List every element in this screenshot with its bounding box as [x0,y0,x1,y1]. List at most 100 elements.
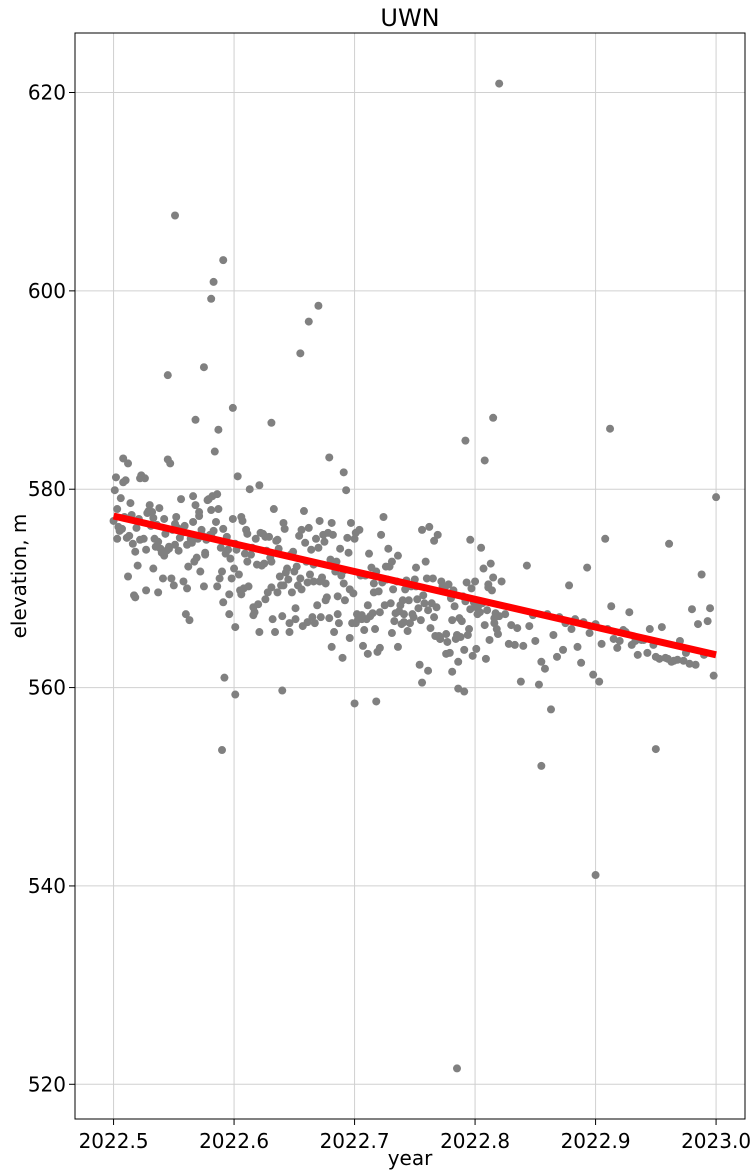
data-point [287,588,296,597]
data-point [216,543,225,552]
data-point [196,567,205,576]
data-point [124,459,133,468]
data-point [126,499,135,508]
data-point [261,595,270,604]
y-tick-label: 540 [28,874,66,898]
data-point [199,582,208,591]
data-point [359,641,368,650]
data-point [133,561,142,570]
data-point [507,621,516,630]
data-point [522,561,531,570]
data-point [148,508,157,517]
data-point [531,636,540,645]
data-point [436,634,445,643]
data-point [326,555,335,564]
data-point [328,530,337,539]
data-point [336,544,345,553]
data-point [303,578,312,587]
data-point [207,506,216,515]
data-point [315,516,324,525]
data-point [363,649,372,658]
data-point [132,523,141,532]
data-point [273,588,282,597]
data-point [706,604,715,613]
x-tick-label: 2022.9 [561,1129,631,1153]
data-point [416,616,425,625]
data-point [679,656,688,665]
data-point [307,545,316,554]
data-point [369,588,378,597]
data-point [365,549,374,558]
data-point [345,633,354,642]
data-point [154,537,163,546]
data-point [419,591,428,600]
data-point [149,564,158,573]
data-point [606,424,615,433]
data-point [389,585,398,594]
data-point [350,699,359,708]
data-point [285,619,294,628]
data-point [615,636,624,645]
data-point [297,585,306,594]
data-point [418,525,427,534]
y-tick-label: 560 [28,676,66,700]
data-point [643,648,652,657]
data-point [546,705,555,714]
data-point [601,534,610,543]
data-point [585,629,594,638]
data-point [191,501,200,510]
data-point [171,211,180,220]
data-point [299,507,308,516]
data-point [460,687,469,696]
data-point [149,513,158,522]
data-point [260,559,269,568]
data-point [404,596,413,605]
data-point [412,563,421,572]
data-point [191,415,200,424]
data-point [251,534,260,543]
y-tick-label: 580 [28,477,66,501]
data-point [415,660,424,669]
data-point [249,611,258,620]
data-point [226,554,235,563]
data-point [472,644,481,653]
data-point [313,601,322,610]
data-point [363,601,372,610]
data-point [228,403,237,412]
data-point [310,619,319,628]
data-point [338,653,347,662]
data-point [583,563,592,572]
data-point [567,625,576,634]
data-point [330,628,339,637]
data-point [597,639,606,648]
data-point [463,631,472,640]
data-point [231,623,240,632]
data-point [136,474,145,483]
data-point [131,547,140,556]
data-point [187,538,196,547]
data-point [414,604,423,613]
data-point [160,551,169,560]
data-point [591,871,600,880]
data-point [493,630,502,639]
data-point [371,625,380,634]
data-point [490,614,499,623]
data-point [305,570,314,579]
data-point [489,573,498,582]
data-point [172,512,181,521]
data-point [167,574,176,583]
data-point [128,539,137,548]
data-point [444,580,453,589]
data-point [418,678,427,687]
data-point [297,525,306,534]
data-point [573,642,582,651]
data-point [209,526,218,535]
data-point [199,363,208,372]
data-point [454,684,463,693]
data-point [312,534,321,543]
data-point [209,277,218,286]
data-point [245,485,254,494]
data-point [131,593,140,602]
data-point [309,577,318,586]
data-point [219,256,228,265]
